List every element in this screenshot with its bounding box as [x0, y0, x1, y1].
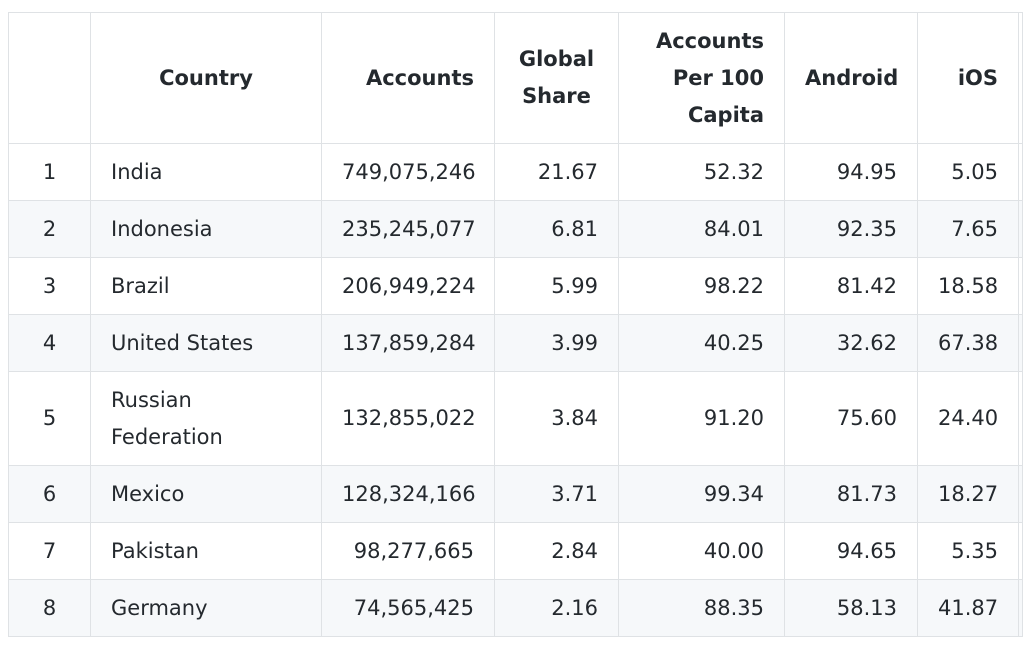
header-country[interactable]: Country	[90, 12, 322, 144]
cell-extra	[1018, 522, 1023, 580]
cell-accounts-per-100-capita: 40.25	[618, 314, 785, 372]
table-row: 3 Brazil 206,949,224 5.99 98.22 81.42 18.58	[8, 257, 1023, 315]
cell-android: 94.65	[784, 522, 918, 580]
cell-ios: 41.87	[917, 579, 1019, 637]
cell-country: Russian Federation	[90, 371, 322, 466]
cell-ios: 5.35	[917, 522, 1019, 580]
header-rank	[8, 12, 91, 144]
header-ios[interactable]: iOS	[917, 12, 1019, 144]
cell-extra	[1018, 371, 1023, 466]
cell-ios: 7.65	[917, 200, 1019, 258]
cell-android: 92.35	[784, 200, 918, 258]
table-row: 4 United States 137,859,284 3.99 40.25 32.62 6…	[8, 314, 1023, 372]
cell-extra	[1018, 143, 1023, 201]
cell-global-share: 21.67	[494, 143, 619, 201]
cell-extra	[1018, 465, 1023, 523]
cell-country: India	[90, 143, 322, 201]
cell-accounts-per-100-capita: 91.20	[618, 371, 785, 466]
cell-ios: 5.05	[917, 143, 1019, 201]
cell-extra	[1018, 314, 1023, 372]
cell-country: Brazil	[90, 257, 322, 315]
cell-global-share: 3.71	[494, 465, 619, 523]
cell-accounts-per-100-capita: 52.32	[618, 143, 785, 201]
cell-android: 58.13	[784, 579, 918, 637]
cell-global-share: 5.99	[494, 257, 619, 315]
cell-country: United States	[90, 314, 322, 372]
cell-accounts-per-100-capita: 88.35	[618, 579, 785, 637]
cell-rank: 3	[8, 257, 91, 315]
cell-global-share: 6.81	[494, 200, 619, 258]
header-extra	[1018, 12, 1023, 144]
cell-country: Germany	[90, 579, 322, 637]
cell-rank: 8	[8, 579, 91, 637]
cell-ios: 18.27	[917, 465, 1019, 523]
header-global-share[interactable]: Global Share	[494, 12, 619, 144]
cell-extra	[1018, 200, 1023, 258]
cell-ios: 67.38	[917, 314, 1019, 372]
cell-global-share: 2.84	[494, 522, 619, 580]
cell-country: Pakistan	[90, 522, 322, 580]
cell-global-share: 2.16	[494, 579, 619, 637]
cell-accounts: 206,949,224	[321, 257, 495, 315]
table-row: 1 India 749,075,246 21.67 52.32 94.95 5.05	[8, 143, 1023, 201]
cell-country: Indonesia	[90, 200, 322, 258]
header-accounts[interactable]: Accounts	[321, 12, 495, 144]
accounts-by-country-table: Country Accounts Global Share Accounts P…	[8, 12, 1023, 637]
cell-accounts-per-100-capita: 84.01	[618, 200, 785, 258]
cell-country: Mexico	[90, 465, 322, 523]
cell-accounts-per-100-capita: 40.00	[618, 522, 785, 580]
cell-global-share: 3.99	[494, 314, 619, 372]
table-row: 6 Mexico 128,324,166 3.71 99.34 81.73 18.27	[8, 465, 1023, 523]
cell-accounts-per-100-capita: 98.22	[618, 257, 785, 315]
cell-accounts: 132,855,022	[321, 371, 495, 466]
cell-accounts: 137,859,284	[321, 314, 495, 372]
cell-android: 81.73	[784, 465, 918, 523]
table-row: 2 Indonesia 235,245,077 6.81 84.01 92.35 7.65	[8, 200, 1023, 258]
cell-android: 94.95	[784, 143, 918, 201]
table-row: 8 Germany 74,565,425 2.16 88.35 58.13 41.87	[8, 579, 1023, 637]
cell-extra	[1018, 257, 1023, 315]
cell-accounts: 74,565,425	[321, 579, 495, 637]
cell-extra	[1018, 579, 1023, 637]
cell-rank: 1	[8, 143, 91, 201]
cell-accounts: 235,245,077	[321, 200, 495, 258]
cell-accounts: 98,277,665	[321, 522, 495, 580]
cell-accounts-per-100-capita: 99.34	[618, 465, 785, 523]
cell-accounts: 128,324,166	[321, 465, 495, 523]
cell-rank: 5	[8, 371, 91, 466]
cell-rank: 4	[8, 314, 91, 372]
cell-rank: 2	[8, 200, 91, 258]
cell-android: 32.62	[784, 314, 918, 372]
cell-rank: 6	[8, 465, 91, 523]
cell-android: 75.60	[784, 371, 918, 466]
cell-ios: 18.58	[917, 257, 1019, 315]
table-row: 7 Pakistan 98,277,665 2.84 40.00 94.65 5.35	[8, 522, 1023, 580]
cell-android: 81.42	[784, 257, 918, 315]
cell-ios: 24.40	[917, 371, 1019, 466]
table-header-row: Country Accounts Global Share Accounts P…	[8, 12, 1023, 144]
table-row: 5 Russian Federation 132,855,022 3.84 91.20 7…	[8, 371, 1023, 466]
cell-accounts: 749,075,246	[321, 143, 495, 201]
cell-global-share: 3.84	[494, 371, 619, 466]
header-accounts-per-100-capita[interactable]: Accounts Per 100 Capita	[618, 12, 785, 144]
cell-rank: 7	[8, 522, 91, 580]
header-android[interactable]: Android	[784, 12, 918, 144]
